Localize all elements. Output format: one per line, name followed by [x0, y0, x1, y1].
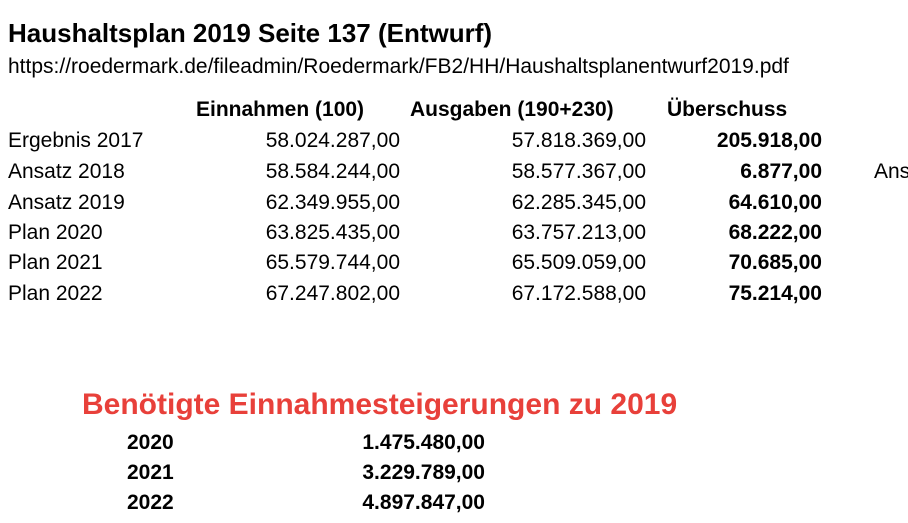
cell-einnahmen: 58.584.244,00 — [265, 160, 400, 183]
cell-ausgaben: 65.509.059,00 — [511, 251, 646, 274]
row-label: Ansatz 2019 — [8, 191, 125, 214]
row-label: Ansatz 2018 — [8, 160, 125, 183]
cell-ausgaben: 58.577.367,00 — [511, 160, 646, 183]
cell-ausgaben: 57.818.369,00 — [511, 129, 646, 152]
column-header-ueberschuss: Überschuss — [667, 98, 788, 121]
increase-year: 2022 — [127, 491, 174, 514]
cell-ueberschuss: 205.918,00 — [716, 129, 822, 152]
cell-ueberschuss: 6.877,00 — [740, 160, 822, 183]
cell-einnahmen: 63.825.435,00 — [265, 221, 400, 244]
row-label: Plan 2021 — [8, 251, 103, 274]
source-url: https://roedermark.de/fileadmin/Roederma… — [8, 55, 789, 78]
cell-einnahmen: 62.349.955,00 — [265, 191, 400, 214]
cell-ueberschuss: 70.685,00 — [728, 251, 822, 274]
cell-ueberschuss: 75.214,00 — [728, 282, 822, 305]
cut-off-text: Ans — [874, 160, 908, 183]
increase-value: 1.475.480,00 — [362, 431, 485, 454]
column-header-ausgaben: Ausgaben (190+230) — [410, 98, 614, 121]
increase-value: 3.229.789,00 — [362, 461, 485, 484]
cell-ausgaben: 63.757.213,00 — [511, 221, 646, 244]
column-header-einnahmen: Einnahmen (100) — [196, 98, 365, 121]
cell-ueberschuss: 68.222,00 — [728, 221, 822, 244]
row-label: Ergebnis 2017 — [8, 129, 144, 152]
row-label: Plan 2020 — [8, 221, 103, 244]
page-title: Haushaltsplan 2019 Seite 137 (Entwurf) — [8, 18, 493, 48]
cell-ausgaben: 67.172.588,00 — [511, 282, 646, 305]
increases-title: Benötigte Einnahmesteigerungen zu 2019 — [82, 388, 678, 421]
cell-ueberschuss: 64.610,00 — [728, 191, 822, 214]
cell-einnahmen: 58.024.287,00 — [265, 129, 400, 152]
cell-einnahmen: 67.247.802,00 — [265, 282, 400, 305]
increase-year: 2021 — [127, 461, 174, 484]
increase-value: 4.897.847,00 — [362, 491, 485, 514]
increase-year: 2020 — [127, 431, 174, 454]
row-label: Plan 2022 — [8, 282, 103, 305]
cell-ausgaben: 62.285.345,00 — [511, 191, 646, 214]
cell-einnahmen: 65.579.744,00 — [265, 251, 400, 274]
